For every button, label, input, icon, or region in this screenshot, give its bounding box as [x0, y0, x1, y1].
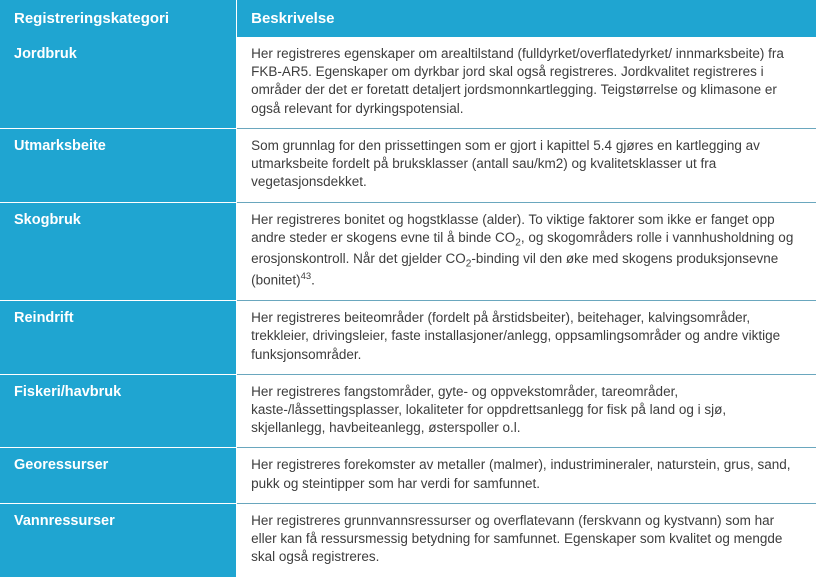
row-label: Jordbruk: [0, 37, 237, 128]
header-category: Registreringskategori: [0, 0, 237, 37]
row-desc: Her registreres egenskaper om arealtilst…: [237, 37, 816, 128]
row-label: Skogbruk: [0, 202, 237, 301]
row-desc: Her registreres forekomster av metaller …: [237, 448, 816, 503]
table-row: Utmarksbeite Som grunnlag for den prisse…: [0, 128, 816, 202]
table-row: Jordbruk Her registreres egenskaper om a…: [0, 37, 816, 128]
table-row: Skogbruk Her registreres bonitet og hogs…: [0, 202, 816, 301]
row-desc: Som grunnlag for den prissettingen som e…: [237, 128, 816, 202]
header-description: Beskrivelse: [237, 0, 816, 37]
row-label: Reindrift: [0, 301, 237, 375]
row-label: Georessurser: [0, 448, 237, 503]
table-row: Georessurser Her registreres forekomster…: [0, 448, 816, 503]
row-desc: Her registreres bonitet og hogstklasse (…: [237, 202, 816, 301]
row-desc: Her registreres grunnvannsressurser og o…: [237, 503, 816, 576]
row-desc: Her registreres beiteområder (fordelt på…: [237, 301, 816, 375]
table-row: Reindrift Her registreres beiteområder (…: [0, 301, 816, 375]
row-label: Vannressurser: [0, 503, 237, 576]
row-label: Fiskeri/havbruk: [0, 374, 237, 448]
table-row: Fiskeri/havbruk Her registreres fangstom…: [0, 374, 816, 448]
table-header-row: Registreringskategori Beskrivelse: [0, 0, 816, 37]
registration-categories-table: Registreringskategori Beskrivelse Jordbr…: [0, 0, 816, 577]
table-row: Vannressurser Her registreres grunnvanns…: [0, 503, 816, 576]
row-desc: Her registreres fangstområder, gyte- og …: [237, 374, 816, 448]
row-label: Utmarksbeite: [0, 128, 237, 202]
